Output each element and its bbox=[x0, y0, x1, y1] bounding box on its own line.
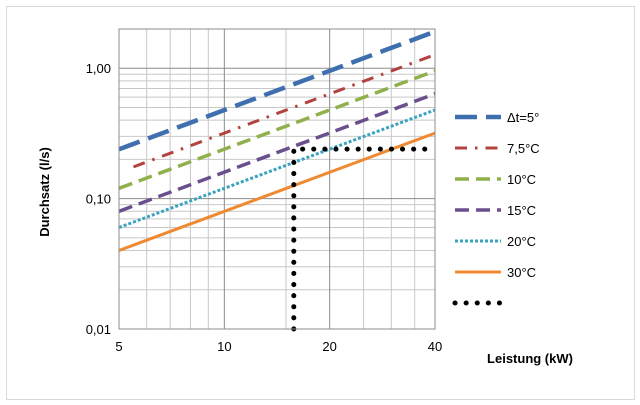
series-layer bbox=[118, 29, 438, 332]
x-tick-label: 20 bbox=[322, 339, 336, 354]
y-tick-label: 0,10 bbox=[86, 192, 111, 207]
series-line-6 bbox=[118, 131, 436, 252]
axes-layer: 5 10 20 40 0,01 0,10 1,00 bbox=[86, 28, 442, 354]
legend-label-3: 10°C bbox=[507, 172, 536, 187]
series-line-5 bbox=[118, 108, 436, 229]
chart-svg: 5 10 20 40 0,01 0,10 1,00 Durchsatz (l/s) Leis… bbox=[37, 28, 573, 366]
plot-area-border bbox=[118, 28, 436, 330]
x-tick-label: 10 bbox=[217, 339, 231, 354]
legend-label-1: Δt=5° bbox=[507, 110, 539, 125]
chart-frame: 5 10 20 40 0,01 0,10 1,00 Durchsatz (l/s) Leis… bbox=[6, 6, 635, 400]
y-tick-label: 1,00 bbox=[86, 61, 111, 76]
y-axis-label: Durchsatz (l/s) bbox=[37, 147, 52, 237]
legend: Δt=5° 7,5°C 10°C 15°C 20°C 30°C bbox=[452, 110, 540, 306]
legend-label-6: 30°C bbox=[507, 265, 536, 280]
grid-layer bbox=[118, 28, 436, 330]
x-tick-label: 5 bbox=[115, 339, 122, 354]
series-line-7 bbox=[291, 146, 438, 332]
legend-label-4: 15°C bbox=[507, 203, 536, 218]
series-line-3 bbox=[118, 69, 436, 190]
series-line-1 bbox=[118, 29, 436, 152]
series-line-4 bbox=[118, 92, 436, 213]
x-axis-label: Leistung (kW) bbox=[487, 351, 573, 366]
legend-label-5: 20°C bbox=[507, 234, 536, 249]
x-tick-label: 40 bbox=[428, 339, 442, 354]
series-line-2 bbox=[132, 53, 436, 169]
y-tick-label: 0,01 bbox=[86, 322, 111, 337]
legend-label-2: 7,5°C bbox=[507, 141, 540, 156]
